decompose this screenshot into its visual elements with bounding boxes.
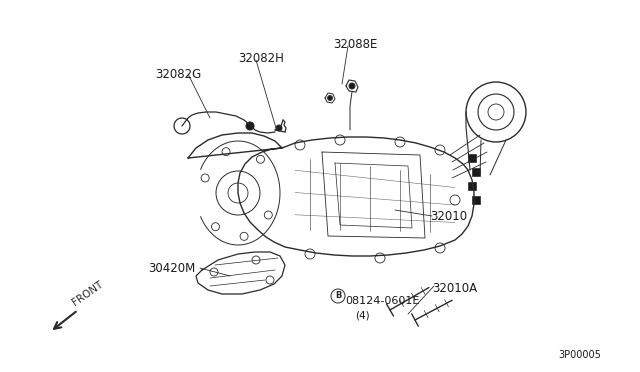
Circle shape bbox=[246, 122, 254, 130]
Text: 32082H: 32082H bbox=[238, 52, 284, 65]
Text: 3P00005: 3P00005 bbox=[558, 350, 601, 360]
Text: 08124-0601E: 08124-0601E bbox=[345, 296, 419, 306]
Circle shape bbox=[276, 125, 282, 131]
Text: 32010: 32010 bbox=[430, 210, 467, 223]
Bar bbox=[468, 182, 476, 190]
Bar bbox=[472, 196, 480, 204]
Text: 32082G: 32082G bbox=[155, 68, 201, 81]
Circle shape bbox=[349, 83, 355, 89]
Text: 32010A: 32010A bbox=[432, 282, 477, 295]
Bar bbox=[472, 168, 480, 176]
Circle shape bbox=[328, 96, 333, 100]
Text: 30420M: 30420M bbox=[148, 262, 195, 275]
Text: (4): (4) bbox=[355, 310, 369, 320]
Text: FRONT: FRONT bbox=[70, 280, 104, 308]
Bar bbox=[468, 154, 476, 162]
Text: B: B bbox=[335, 292, 341, 301]
Text: 32088E: 32088E bbox=[333, 38, 378, 51]
